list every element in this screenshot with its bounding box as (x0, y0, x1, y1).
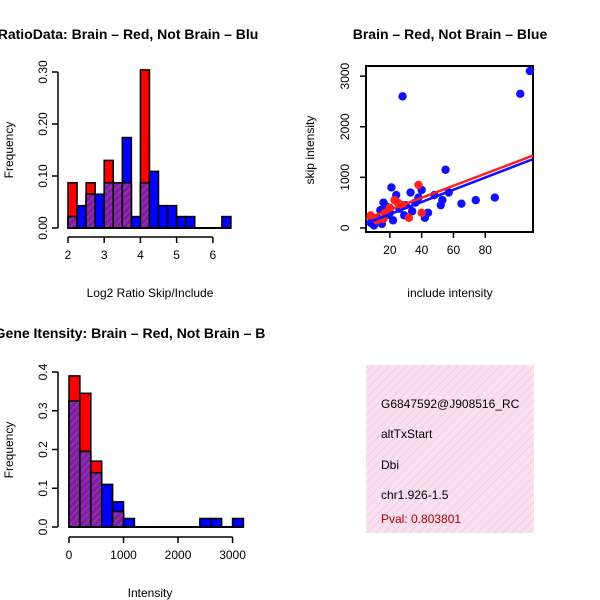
brain-point (417, 208, 426, 217)
x-tick-label: 5 (173, 248, 180, 262)
not-brain-bar (94, 193, 105, 229)
not-brain-point (490, 193, 500, 202)
y-tick-label: 0.4 (36, 363, 50, 380)
y-tick-label: 3000 (338, 62, 352, 89)
y-tick-label: 0.30 (36, 60, 50, 84)
y-tick-label: 2000 (338, 113, 352, 140)
overlap-bar (79, 450, 92, 528)
overlap-bar (112, 182, 124, 229)
y-tick-label: 0.0 (36, 518, 50, 535)
scatter-frame (365, 65, 534, 233)
brain-point (414, 180, 423, 190)
x-tick-label: 2000 (165, 548, 192, 562)
info-id: G6847592@J908516_RC (381, 397, 520, 411)
info-pval: Pval: 0.803801 (381, 512, 461, 526)
intensity-scatter-panel: Brain – Red, Not Brain – Blue 20 40 60 80 0 1… (303, 26, 547, 300)
not-brain-point (441, 165, 450, 174)
not-brain-point (423, 208, 433, 217)
overlap-bar (67, 215, 78, 229)
scatter-ylabel: skip intensity (303, 116, 317, 185)
y-tick-label: 0.00 (36, 216, 50, 240)
not-brain-bar (76, 204, 87, 229)
info-event-type: altTxStart (381, 427, 433, 441)
x-tick-label: 60 (447, 243, 461, 257)
ratio-histogram-title: RatioData: Brain – Red, Not Brain – Blu (0, 26, 258, 42)
ratio-histogram-axes: 0.00 0.10 0.20 0.30 2 3 4 5 6 (36, 60, 231, 262)
info-gene: Dbi (381, 458, 399, 472)
intensity-histogram-title: Gene Itensity: Brain – Red, Not Brain – … (0, 325, 265, 341)
overlap-bar (111, 510, 125, 528)
x-tick-label: 3000 (219, 548, 246, 562)
x-tick-label: 1000 (110, 548, 137, 562)
y-tick-label: 0.10 (36, 164, 50, 188)
intensity-histogram-ylabel: Frequency (2, 422, 16, 479)
x-tick-label: 2 (65, 248, 72, 262)
ratio-histogram-ylabel: Frequency (2, 122, 16, 179)
not-brain-bar (130, 215, 142, 229)
not-brain-point (525, 66, 535, 76)
y-tick-label: 0.3 (36, 402, 50, 419)
y-tick-label: 0 (338, 224, 352, 231)
overlap-bar (121, 182, 133, 229)
brain-point (404, 213, 414, 223)
not-brain-bar (184, 215, 196, 229)
not-brain-bar (122, 517, 136, 528)
not-brain-bar (100, 483, 114, 528)
overlap-bar (90, 472, 103, 528)
not-brain-bar (199, 517, 212, 528)
not-brain-bar (175, 215, 187, 229)
x-tick-label: 40 (415, 243, 429, 257)
y-tick-label: 0.1 (36, 480, 50, 497)
not-brain-bar (221, 215, 232, 229)
scatter-points (365, 66, 535, 230)
y-tick-label: 1000 (338, 164, 352, 191)
not-brain-point (471, 195, 480, 205)
x-tick-label: 3 (101, 248, 108, 262)
not-brain-bar (209, 517, 223, 528)
brain-fit-line (365, 154, 534, 221)
overlap-bar (85, 193, 96, 229)
not-brain-fit-line (365, 157, 534, 225)
not-brain-bar (231, 517, 245, 528)
intensity-histogram-axes: 0.0 0.1 0.2 0.3 0.4 0 1000 2000 3000 (36, 363, 246, 562)
info-panel: G6847592@J908516_RC altTxStart Dbi chr1.… (366, 365, 534, 533)
ratio-histogram-panel: RatioData: Brain – Red, Not Brain – Blu … (0, 26, 258, 300)
overlap-bar (103, 182, 115, 229)
scatter-title: Brain – Red, Not Brain – Blue (353, 26, 548, 42)
not-brain-bar (157, 204, 169, 229)
info-location: chr1.926-1.5 (381, 488, 449, 502)
y-tick-label: 0.2 (36, 441, 50, 458)
not-brain-point (388, 216, 398, 225)
scatter-xlabel: include intensity (407, 286, 492, 300)
info-background (366, 365, 534, 533)
x-tick-label: 80 (479, 243, 493, 257)
ratio-histogram-xlabel: Log2 Ratio Skip/Include (87, 286, 214, 300)
not-brain-point (407, 207, 417, 216)
intensity-histogram-bars (68, 375, 245, 528)
not-brain-point (516, 89, 525, 99)
intensity-histogram-xlabel: Intensity (128, 586, 173, 600)
overlap-bar (68, 400, 81, 528)
x-tick-label: 6 (209, 248, 216, 262)
intensity-histogram-panel: Gene Itensity: Brain – Red, Not Brain – … (0, 325, 265, 600)
x-tick-label: 0 (66, 548, 73, 562)
not-brain-bar (148, 170, 160, 229)
not-brain-point (398, 92, 407, 101)
y-tick-label: 0.20 (36, 112, 50, 136)
scatter-axes: 20 40 60 80 0 1000 2000 3000 (338, 62, 492, 257)
x-tick-label: 4 (137, 248, 144, 262)
not-brain-bar (166, 204, 178, 229)
ratio-histogram-bars (67, 69, 232, 229)
not-brain-point (438, 195, 447, 205)
x-tick-label: 20 (383, 243, 397, 257)
not-brain-point (406, 188, 415, 197)
not-brain-point (387, 183, 396, 192)
not-brain-point (457, 199, 466, 208)
overlap-bar (139, 182, 151, 229)
